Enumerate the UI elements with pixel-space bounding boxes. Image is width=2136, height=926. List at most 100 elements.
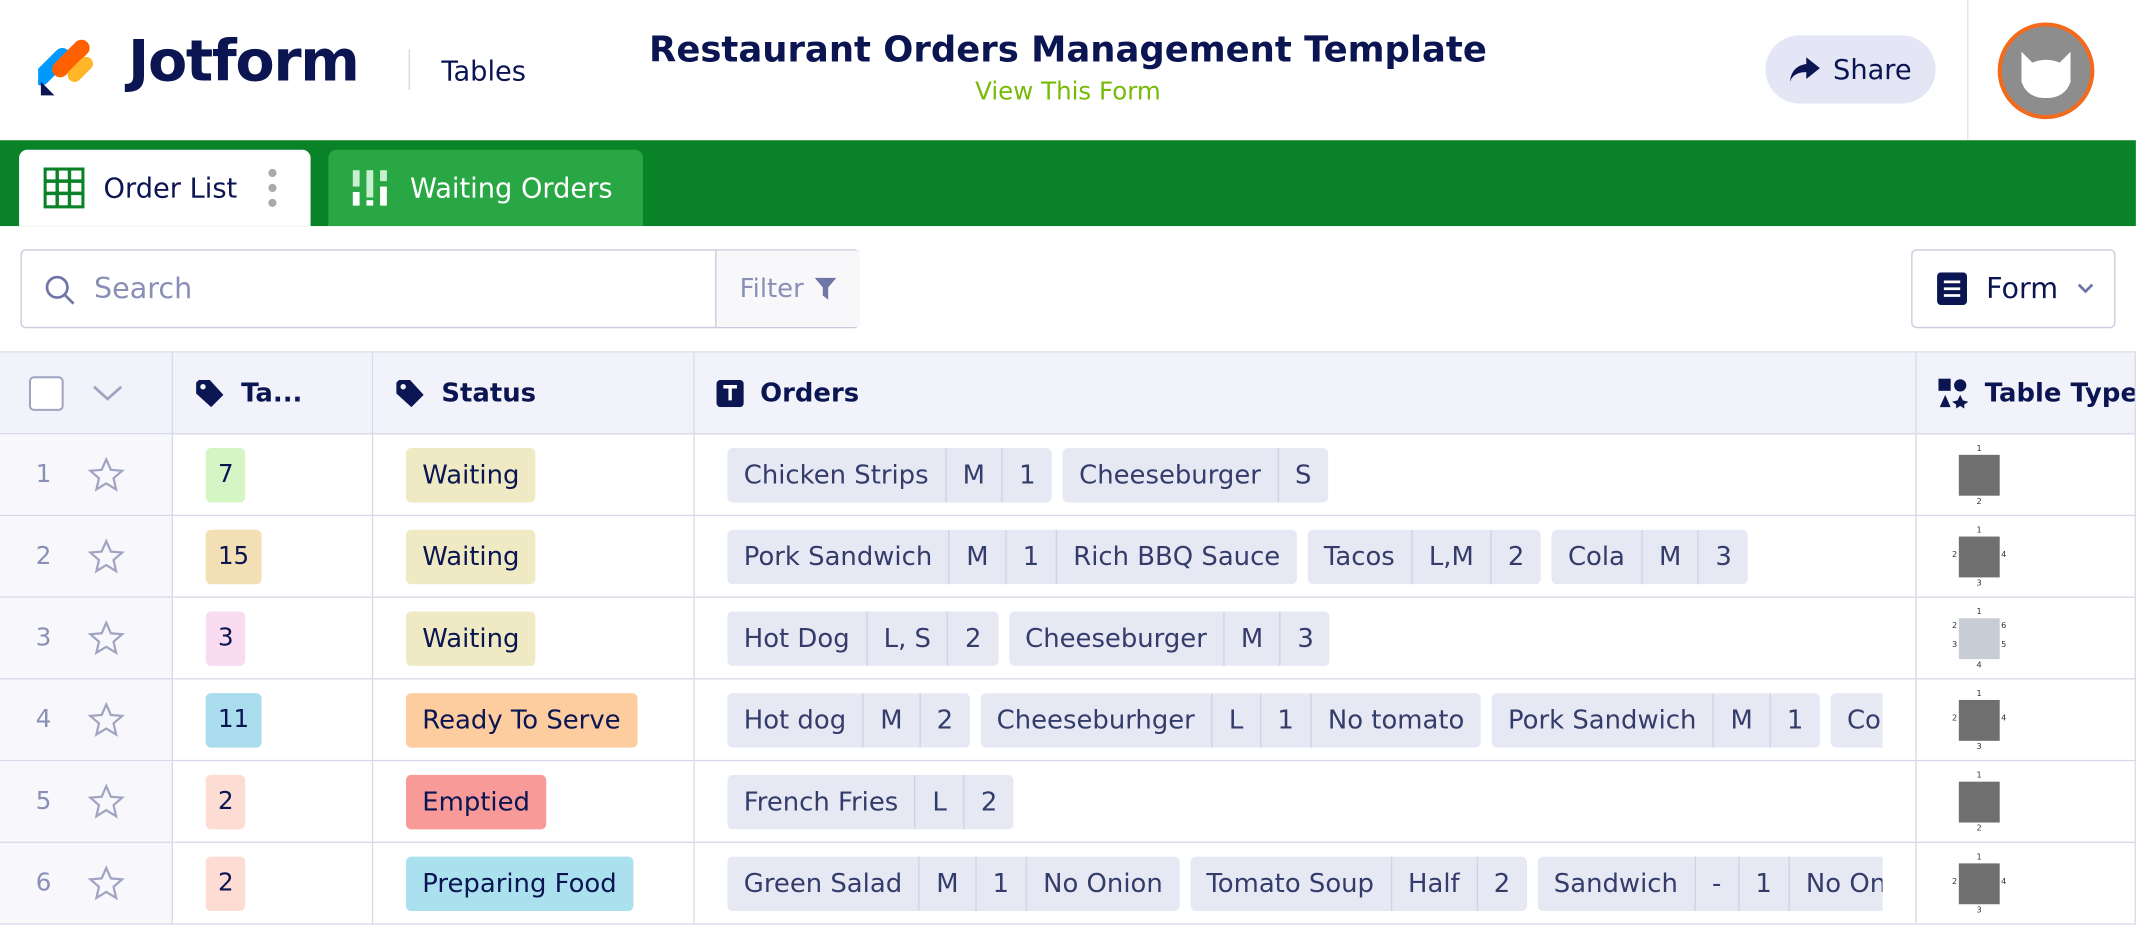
order-field: No Onion [1025, 855, 1179, 911]
seat-label: 1 [1976, 770, 1982, 780]
table-badge: 11 [205, 692, 262, 747]
order-field: L,M [1411, 529, 1490, 584]
seat-label: 2 [1976, 496, 1982, 506]
seat-label: 2 [1952, 876, 1958, 886]
seat-label: 2 [1952, 549, 1958, 560]
view-form-link[interactable]: View This Form [975, 77, 1161, 107]
order-field: M [944, 447, 1001, 502]
seat-label: 4 [1976, 659, 1982, 670]
table-badge: 15 [205, 529, 262, 584]
column-icon [716, 379, 744, 407]
star[interactable] [87, 537, 125, 575]
star[interactable] [87, 701, 125, 739]
cell: 2 [172, 761, 374, 843]
header-cell: Orders [694, 352, 1917, 435]
select-all[interactable] [28, 375, 64, 411]
star[interactable] [87, 455, 125, 494]
share-label[interactable]: Share [1833, 53, 1912, 86]
seat-label: 2 [1952, 620, 1958, 630]
seat-label: 3 [1952, 639, 1958, 649]
status-pill: Waiting [405, 529, 536, 584]
search-box[interactable]: Search Filter [20, 249, 860, 329]
cell: Hot Dog L, S 2 Cheeseburger M 3 [694, 597, 1917, 680]
header-cell: Table Type [1916, 352, 2136, 435]
order-chip: French Fries L 2 [727, 774, 1014, 829]
header: Jotform Tables Restaurant Orders Managem… [0, 0, 2136, 142]
column-title[interactable]: Orders [760, 377, 860, 408]
orders-list: Hot Dog L, S 2 Cheeseburger M 3 [727, 610, 1882, 666]
orders-list: French Fries L 2 [727, 774, 1882, 829]
seat-label: 4 [2001, 712, 2007, 723]
order-chip: Cheeseburger M 3 [1008, 610, 1331, 666]
order-chip: Sandwich-1No Oni [1537, 855, 1883, 911]
tab-menu[interactable] [267, 168, 278, 209]
row-header: 3 [0, 597, 173, 680]
filter-button[interactable]: Filter [715, 250, 860, 327]
order-field: French Fries [743, 786, 899, 817]
order-field: Hot Dog [743, 623, 850, 653]
cell: Waiting [373, 434, 695, 517]
order-field: M [918, 855, 974, 911]
order-field: Tacos [1323, 541, 1395, 572]
order-chip: Cola M 3 [1551, 529, 1749, 584]
order-field: No Oni [1788, 855, 1883, 911]
order-chip: Hot dog M 2 [727, 692, 970, 747]
tab-label[interactable]: Order List [103, 171, 238, 205]
star[interactable] [87, 619, 125, 657]
order-field: Cheeseburger [1079, 459, 1261, 490]
order-field: 2 [1476, 855, 1527, 911]
header-cell [0, 352, 173, 435]
table-shape [1958, 535, 2000, 577]
seat-label: 1 [1976, 851, 1982, 862]
status-pill: Waiting [405, 610, 536, 666]
share-icon [1789, 57, 1820, 82]
table-badge: 7 [205, 447, 246, 502]
order-chip: Chicken Strips M 1 [727, 447, 1052, 502]
column-title[interactable]: Ta... [241, 377, 303, 408]
seat-label: 3 [1976, 578, 1982, 588]
filter-label[interactable]: Filter [739, 273, 804, 304]
star[interactable] [87, 864, 125, 902]
tab-active[interactable]: Order List [19, 149, 311, 227]
column-title[interactable]: Table Type [1984, 377, 2136, 408]
seat-label: 3 [1976, 904, 1982, 915]
seat-label: 3 [1976, 741, 1982, 752]
star[interactable] [87, 782, 125, 820]
order-field: M [1641, 529, 1697, 584]
column-title[interactable]: Status [441, 377, 537, 408]
tab-label[interactable]: Waiting Orders [410, 171, 613, 205]
order-chip: Pork Sandwich M 1 [1491, 692, 1820, 747]
cell: 1 3 2 4 [1916, 842, 2136, 925]
chevron [2077, 283, 2094, 294]
cell: Ready To Serve [373, 679, 695, 762]
cell: 1 3 2 4 [1916, 679, 2136, 762]
order-field: 2 [918, 692, 970, 747]
seat-label: 6 [2001, 620, 2007, 630]
section-label: Tables [441, 54, 527, 88]
expand[interactable] [91, 383, 124, 402]
share-button[interactable]: Share [1765, 35, 1936, 104]
order-chip: Cheeseburhger L 1 No tomato [980, 692, 1481, 747]
form-label[interactable]: Form [1986, 272, 2059, 306]
row-number: 5 [35, 787, 52, 816]
search-placeholder[interactable]: Search [93, 272, 193, 306]
order-field: Sandwich [1553, 868, 1678, 899]
avatar[interactable] [1997, 22, 2095, 120]
order-field: Cheeseburger [1025, 623, 1207, 653]
cell: Waiting [373, 516, 695, 598]
order-field: Half [1390, 855, 1476, 911]
table-badge: 2 [205, 774, 246, 829]
tab[interactable]: Waiting Orders [328, 149, 643, 227]
cell: Green Salad M 1 No Onion Tomato Soup Half 2 San… [694, 842, 1917, 925]
order-field: Rich BBQ Sauce [1055, 529, 1297, 584]
seat-label: 1 [1976, 443, 1982, 453]
order-field: M [1223, 610, 1279, 666]
header-cell: Ta... [172, 352, 374, 435]
tab-bar [0, 140, 2136, 227]
table-shape [1958, 862, 2000, 904]
cell: Hot dog M 2 Cheeseburhger L 1 No tomato Pork Sa… [694, 679, 1917, 762]
form-button[interactable]: Form [1911, 249, 2116, 329]
